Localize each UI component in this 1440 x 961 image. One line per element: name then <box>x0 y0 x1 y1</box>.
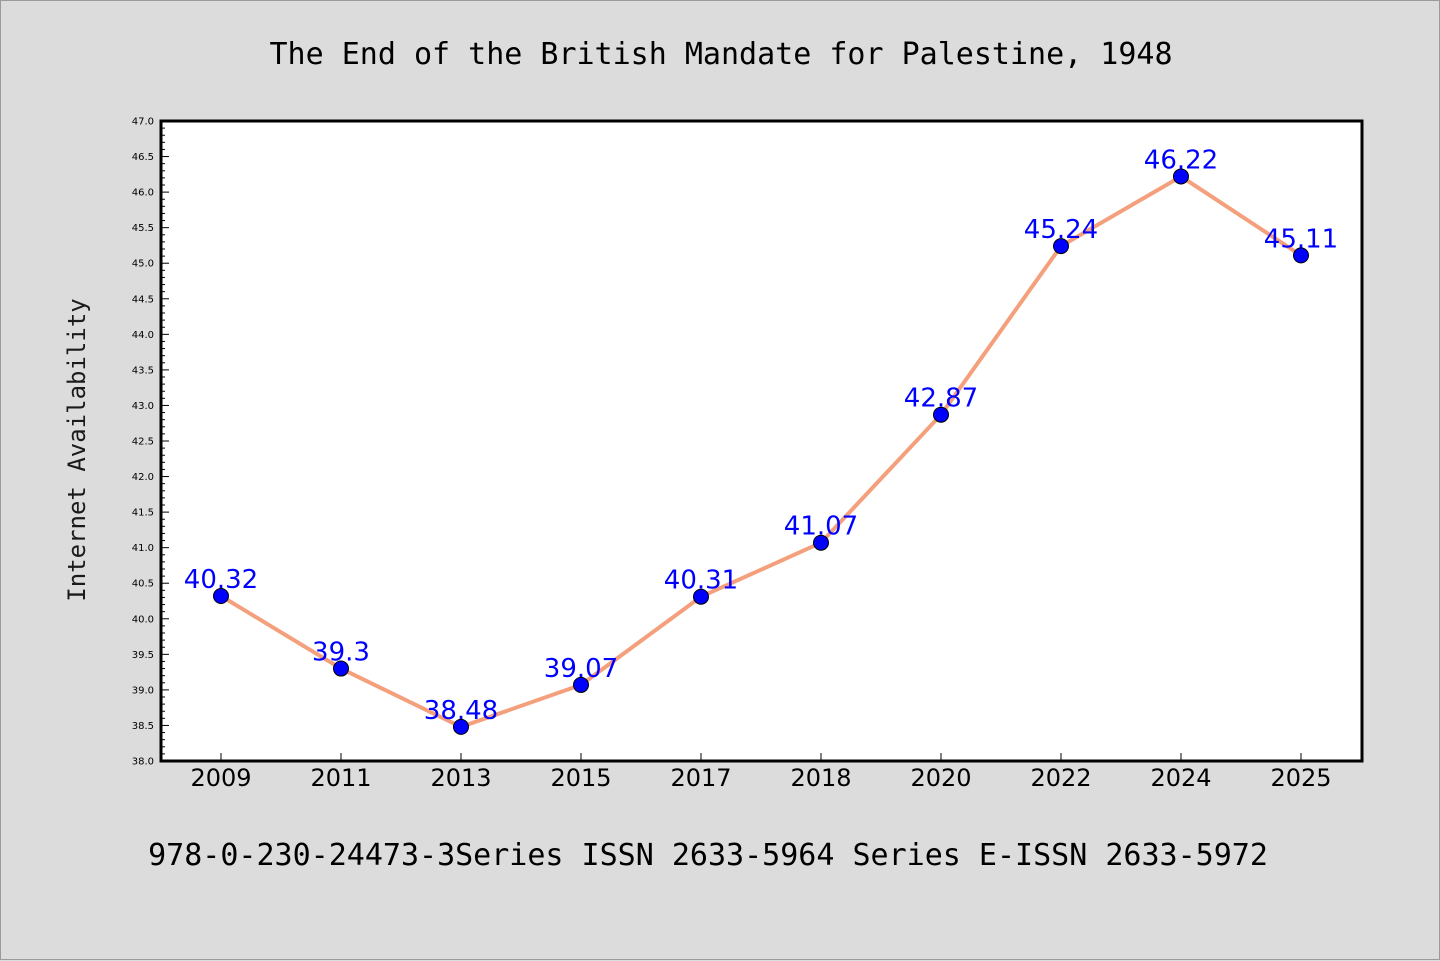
x-tick-label: 2013 <box>430 764 491 792</box>
y-tick-label: 38.0 <box>132 757 154 768</box>
x-tick-label: 2022 <box>1030 764 1091 792</box>
chart-title: The End of the British Mandate for Pales… <box>269 37 1172 72</box>
series-line <box>219 174 1303 729</box>
data-point <box>573 676 589 693</box>
x-tick-label: 2018 <box>790 764 851 792</box>
x-tick-label: 2017 <box>670 764 731 792</box>
data-point <box>333 660 349 677</box>
x-tick-label: 2011 <box>310 764 371 792</box>
data-label: 40.32 <box>184 565 258 595</box>
y-tick-label: 39.0 <box>132 685 154 696</box>
y-tick-label: 44.5 <box>132 294 154 305</box>
y-tick-label: 43.0 <box>132 401 154 412</box>
y-tick-label: 46.5 <box>132 152 154 163</box>
y-tick-label: 38.5 <box>132 721 154 732</box>
data-label: 45.24 <box>1024 215 1098 245</box>
data-label: 42.87 <box>904 384 978 414</box>
footer-isbn-text: 978-0-230-24473-3Series ISSN 2633-5964 S… <box>148 838 1268 873</box>
series-line-group: 40.32 39.3 38.48 39.07 40.31 41.07 42.87 45.24 4… <box>184 145 1338 735</box>
y-tick-label: 45.0 <box>132 259 154 270</box>
y-tick-label: 41.0 <box>132 543 154 554</box>
data-label: 39.07 <box>544 654 618 684</box>
y-tick-label: 40.0 <box>132 614 154 625</box>
y-tick-label: 41.5 <box>132 508 154 519</box>
y-tick-label: 44.0 <box>132 330 154 341</box>
data-label: 40.31 <box>664 566 738 596</box>
y-tick-label: 45.5 <box>132 223 154 234</box>
data-label: 39.3 <box>312 638 370 668</box>
y-axis-label: Internet Availability <box>63 298 91 601</box>
data-point <box>1173 168 1189 185</box>
x-tick-label: 2015 <box>550 764 611 792</box>
data-label: 41.07 <box>784 512 858 542</box>
data-point <box>933 406 949 423</box>
plot-area <box>159 119 1364 763</box>
x-tick-label: 2009 <box>190 764 251 792</box>
y-tick-label: 39.5 <box>132 650 154 661</box>
y-tick-label: 42.5 <box>132 437 154 448</box>
data-point <box>693 588 709 605</box>
data-label: 46.22 <box>1144 145 1218 175</box>
y-tick-label: 40.5 <box>132 579 154 590</box>
data-point <box>213 588 229 605</box>
data-label: 45.11 <box>1264 224 1338 254</box>
x-tick-label: 2025 <box>1270 764 1331 792</box>
x-axis: 2009 2011 2013 2015 2017 2018 2020 2022 2024 2025 <box>190 753 1332 792</box>
y-tick-label: 47.0 <box>132 117 154 128</box>
y-axis: 38.0 38.5 39.0 39.5 40.0 40.5 41.0 41.5 42.0 42.5… <box>132 117 169 768</box>
data-point <box>1053 238 1069 255</box>
data-point <box>1293 247 1309 264</box>
data-point <box>453 718 469 735</box>
x-tick-label: 2020 <box>910 764 971 792</box>
y-tick-label: 43.5 <box>132 365 154 376</box>
data-label: 38.48 <box>424 696 498 726</box>
y-tick-label: 46.0 <box>132 188 154 199</box>
data-point <box>813 534 829 551</box>
x-tick-label: 2024 <box>1150 764 1211 792</box>
y-tick-label: 42.0 <box>132 472 154 483</box>
